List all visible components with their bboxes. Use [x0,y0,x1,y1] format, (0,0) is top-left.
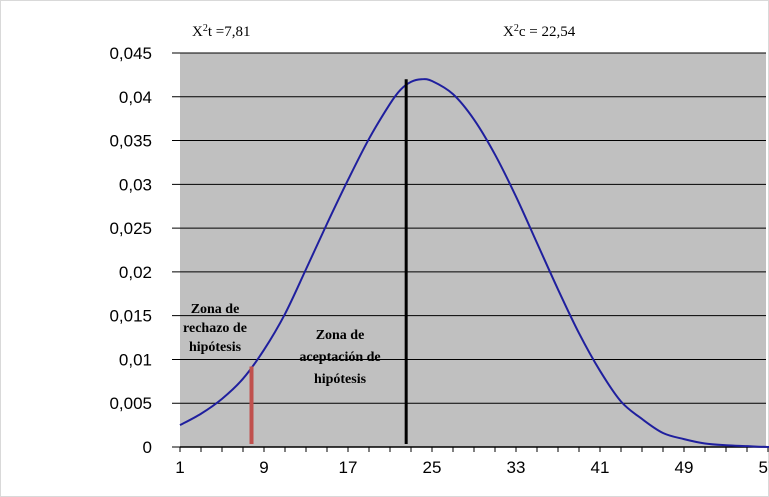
y-tick-label: 0,015 [109,307,152,326]
y-tick-label: 0,025 [109,219,152,238]
rejection-zone-line-2: rechazo de [183,321,247,336]
x-tick-label: 25 [423,458,442,477]
y-tick-label: 0,005 [109,394,152,413]
y-tick-label: 0,01 [119,350,152,369]
calculated-value-label: X2c = 22,54 [503,23,576,40]
threshold-markers [249,79,408,444]
y-tick-label: 0 [143,438,152,457]
y-tick-label: 0,045 [109,44,152,63]
acceptance-zone-line-1: Zona de [316,328,365,343]
x-tick-label: 49 [675,458,694,477]
x-tick-label: 33 [507,458,526,477]
rejection-zone-line-1: Zona de [191,302,240,317]
x-tick-label: 17 [339,458,358,477]
x-tick-label: 41 [591,458,610,477]
x-tick-label: 9 [259,458,268,477]
density-curve [179,78,769,449]
y-tick-label: 0,03 [119,175,152,194]
plot-area [180,53,766,447]
x-tick-label: 1 [175,458,184,477]
y-tick-label: 0,035 [109,132,152,151]
y-tick-label: 0,02 [119,263,152,282]
x-axis-ticks: 1 9 17 25 33 41 49 57 [175,446,769,477]
rejection-zone-line-3: hipótesis [189,340,242,355]
x-tick-label: 57 [759,458,769,477]
y-axis-ticks: 0 0,005 0,01 0,015 0,02 0,025 0,03 0,035 0,04 0,0… [109,44,152,457]
critical-value-label: X2t =7,81 [192,23,250,40]
acceptance-zone-line-3: hipótesis [314,372,367,387]
y-tick-label: 0,04 [119,88,152,107]
acceptance-zone-line-2: aceptación de [299,350,380,365]
